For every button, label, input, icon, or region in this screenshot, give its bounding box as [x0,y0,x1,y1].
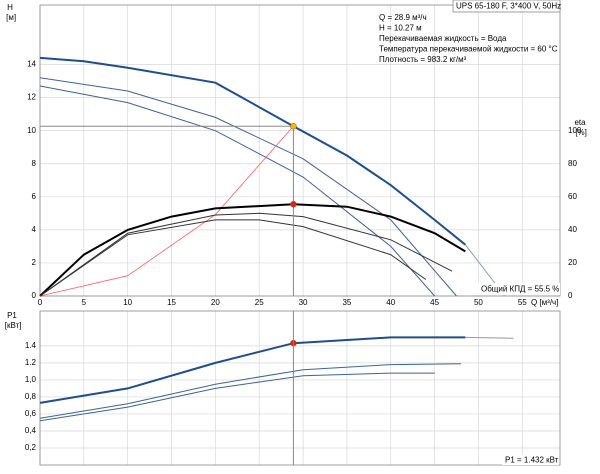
annotation: Плотность = 983.2 кг/м³ [379,55,467,64]
y-tick-label: 8 [32,159,37,168]
x-tick-label: 5 [82,298,87,307]
y-tick-label: 0,4 [25,426,37,435]
y-tick-label: 0,8 [25,392,37,401]
annotation: Q = 28.9 м³/ч [379,13,427,22]
x-tick-label: 20 [211,298,220,307]
plot-frame [39,310,561,466]
y-tick-label: 10 [27,126,36,135]
efficiency-note: Общий КПД = 55.5 % [481,285,559,294]
chart-title: UPS 65-180 F, 3*400 V, 50Hz [456,2,561,11]
y-tick-label: 14 [27,60,36,69]
plot-frame [39,4,561,297]
y-tick-label: 1.2 [25,358,37,367]
curve [39,125,294,297]
operating-point [290,122,297,130]
y-tick-label: 1.4 [25,341,37,350]
curve [39,85,435,297]
y2-tick-label: 60 [568,192,577,201]
x-axis-label: Q [м³/ч] [531,298,558,307]
curve [39,212,453,297]
x-tick-label: 35 [342,298,351,307]
y-tick-label: 1,0 [25,375,37,384]
x-tick-label: 15 [167,298,176,307]
operating-point [290,200,297,208]
title-box [452,0,561,13]
note-bg [502,455,559,465]
y-axis-label: H [м] [4,3,16,22]
curve [39,336,466,404]
curve [465,336,514,339]
x-tick-label: 25 [255,298,264,307]
y2-tick-label: 80 [568,159,577,168]
y-tick-label: 0,6 [25,409,37,418]
y-axis-label: P1 [кВт] [3,311,22,330]
x-tick-label: 55 [518,298,527,307]
annotation: Перекачиваемая жидкость = Вода [379,34,507,43]
y2-axis-label: eta [%] [573,118,587,137]
x-tick-label: 30 [299,298,308,307]
y-tick-label: 2 [32,258,37,267]
y2-tick-label: 100 [568,126,582,135]
y-tick-label: 12 [27,93,36,102]
annotation: H = 10.27 м [379,24,422,33]
x-tick-label: 45 [430,298,439,307]
curve [39,77,457,297]
y2-tick-label: 40 [568,225,577,234]
y-tick-label: 6 [32,192,37,201]
curve [39,203,466,297]
y2-tick-label: 0 [568,291,573,300]
x-tick-label: 40 [386,298,395,307]
curve [39,372,435,422]
curve [39,363,461,419]
y-tick-label: 0,2 [25,443,37,452]
x-tick-label: 10 [123,298,132,307]
y2-tick-label: 20 [568,258,577,267]
curve [39,219,427,297]
x-tick-label: 0 [38,298,43,307]
y-tick-label: 4 [32,225,37,234]
note-bg [478,283,560,295]
y-tick-label: 0 [32,291,37,300]
x-tick-label: 50 [474,298,483,307]
power-note: P1 = 1.432 кВт [505,456,559,465]
annotation: Температура перекачиваемой жидкости = 60… [379,45,558,54]
